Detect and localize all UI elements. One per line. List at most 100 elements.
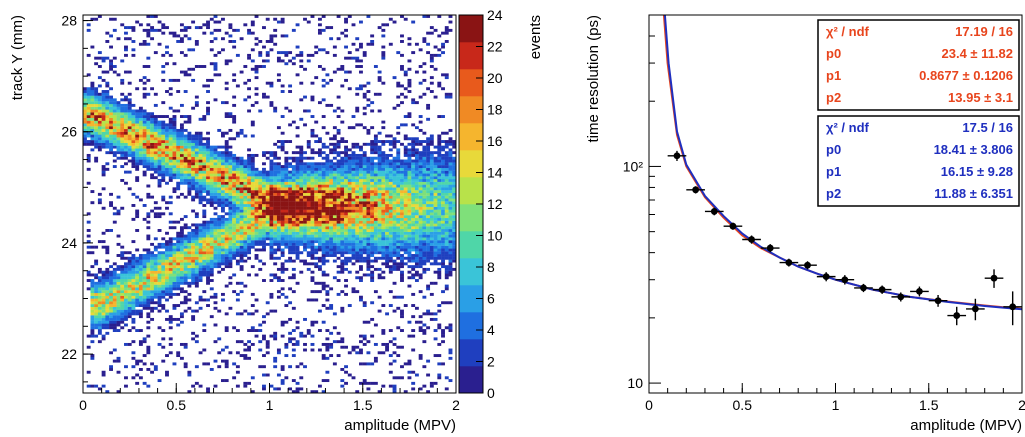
heatmap-cell [165, 201, 169, 205]
heatmap-cell [157, 242, 162, 246]
heatmap-cell [377, 204, 382, 207]
heatmap-cell [411, 348, 416, 352]
heatmap-cell [101, 109, 106, 113]
heatmap-cell [262, 206, 266, 210]
heatmap-cell [351, 204, 356, 207]
heatmap-cell [381, 276, 386, 280]
heatmap-cell [131, 151, 136, 155]
heatmap-cell [355, 153, 360, 157]
heatmap-cell [239, 240, 244, 244]
heatmap-cell [146, 34, 151, 38]
heatmap-cell [213, 242, 218, 246]
heatmap-cell [221, 184, 225, 188]
heatmap-cell [153, 126, 158, 130]
heatmap-cell [228, 223, 233, 227]
heatmap-cell [221, 167, 225, 171]
heatmap-cell [396, 206, 401, 210]
heatmap-cell [332, 248, 337, 252]
heatmap-cell [90, 384, 95, 388]
heatmap-cell [187, 245, 192, 249]
heatmap-cell [336, 251, 341, 255]
heatmap-cell [224, 251, 229, 255]
heatmap-cell [232, 45, 237, 49]
heatmap-cell [209, 270, 214, 274]
heatmap-cell [97, 329, 102, 332]
heatmap-cell [392, 384, 397, 388]
heatmap-cell [291, 209, 296, 213]
heatmap-cell [138, 290, 143, 294]
heatmap-cell [179, 51, 184, 55]
heatmap-cell [258, 323, 263, 327]
heatmap-cell [221, 178, 225, 182]
heatmap-cell [276, 140, 281, 143]
heatmap-cell [224, 231, 229, 235]
heatmap-cell [414, 279, 419, 282]
heatmap-cell [165, 240, 169, 244]
heatmap-cell [86, 28, 91, 32]
heatmap-cell [247, 329, 251, 332]
heatmap-cell [191, 251, 196, 255]
heatmap-cell [288, 201, 293, 205]
heatmap-cell [213, 254, 218, 257]
heatmap-cell [262, 209, 266, 213]
heatmap-cell [317, 198, 322, 202]
heatmap-cell [355, 201, 360, 205]
heatmap-cell [273, 248, 278, 252]
heatmap-cell [366, 245, 371, 249]
heatmap-cell [291, 348, 296, 352]
heatmap-cell [403, 220, 408, 224]
heatmap-cell [359, 362, 363, 366]
heatmap-cell [306, 254, 311, 257]
heatmap-cell [332, 156, 337, 160]
heatmap-cell [273, 240, 278, 244]
heatmap-cell [291, 156, 296, 160]
heatmap-cell [157, 140, 162, 143]
heatmap-cell [176, 273, 181, 277]
heatmap-cell [187, 156, 192, 160]
heatmap-cell [198, 245, 203, 249]
heatmap-cell [317, 181, 322, 185]
heatmap-cell [127, 140, 132, 143]
heatmap-cell [329, 345, 334, 349]
heatmap-cell [142, 254, 147, 257]
heatmap-cell [280, 190, 285, 194]
heatmap-cell [105, 323, 110, 327]
heatmap-cell [90, 290, 95, 294]
heatmap-cell [224, 190, 229, 194]
heatmap-cell [94, 259, 99, 263]
heatmap-cell [303, 348, 307, 352]
heatmap-cell [127, 112, 132, 116]
heatmap-cell [243, 229, 248, 232]
heatmap-cell [172, 220, 177, 224]
heatmap-cell [97, 192, 102, 196]
heatmap-cell [194, 103, 199, 107]
heatmap-cell [400, 273, 404, 277]
heatmap-cell [370, 181, 375, 185]
heatmap-cell [224, 234, 229, 238]
heatmap-cell [202, 184, 207, 188]
heatmap-cell [235, 229, 240, 232]
heatmap-cell [198, 65, 203, 68]
heatmap-cell [362, 187, 367, 191]
heatmap-cell [247, 95, 251, 99]
heatmap-cell [351, 176, 356, 180]
heatmap-cell [157, 273, 162, 277]
heatmap-cell [161, 256, 166, 260]
heatmap-cell [165, 170, 169, 174]
heatmap-cell [385, 242, 390, 246]
heatmap-cell [247, 78, 251, 82]
heatmap-cell [112, 315, 117, 319]
heatmap-cell [306, 223, 311, 227]
heatmap-cell [332, 198, 337, 202]
heatmap-cell [142, 137, 147, 141]
heatmap-cell [310, 251, 315, 255]
heatmap-cell [407, 165, 412, 169]
heatmap-cell [165, 279, 169, 282]
heatmap-cell [239, 167, 244, 171]
heatmap-cell [355, 290, 360, 294]
heatmap-cell [172, 109, 177, 113]
heatmap-cell [120, 298, 125, 302]
heatmap-cell [344, 17, 348, 21]
heatmap-cell [224, 101, 229, 105]
heatmap-cell [388, 226, 393, 230]
